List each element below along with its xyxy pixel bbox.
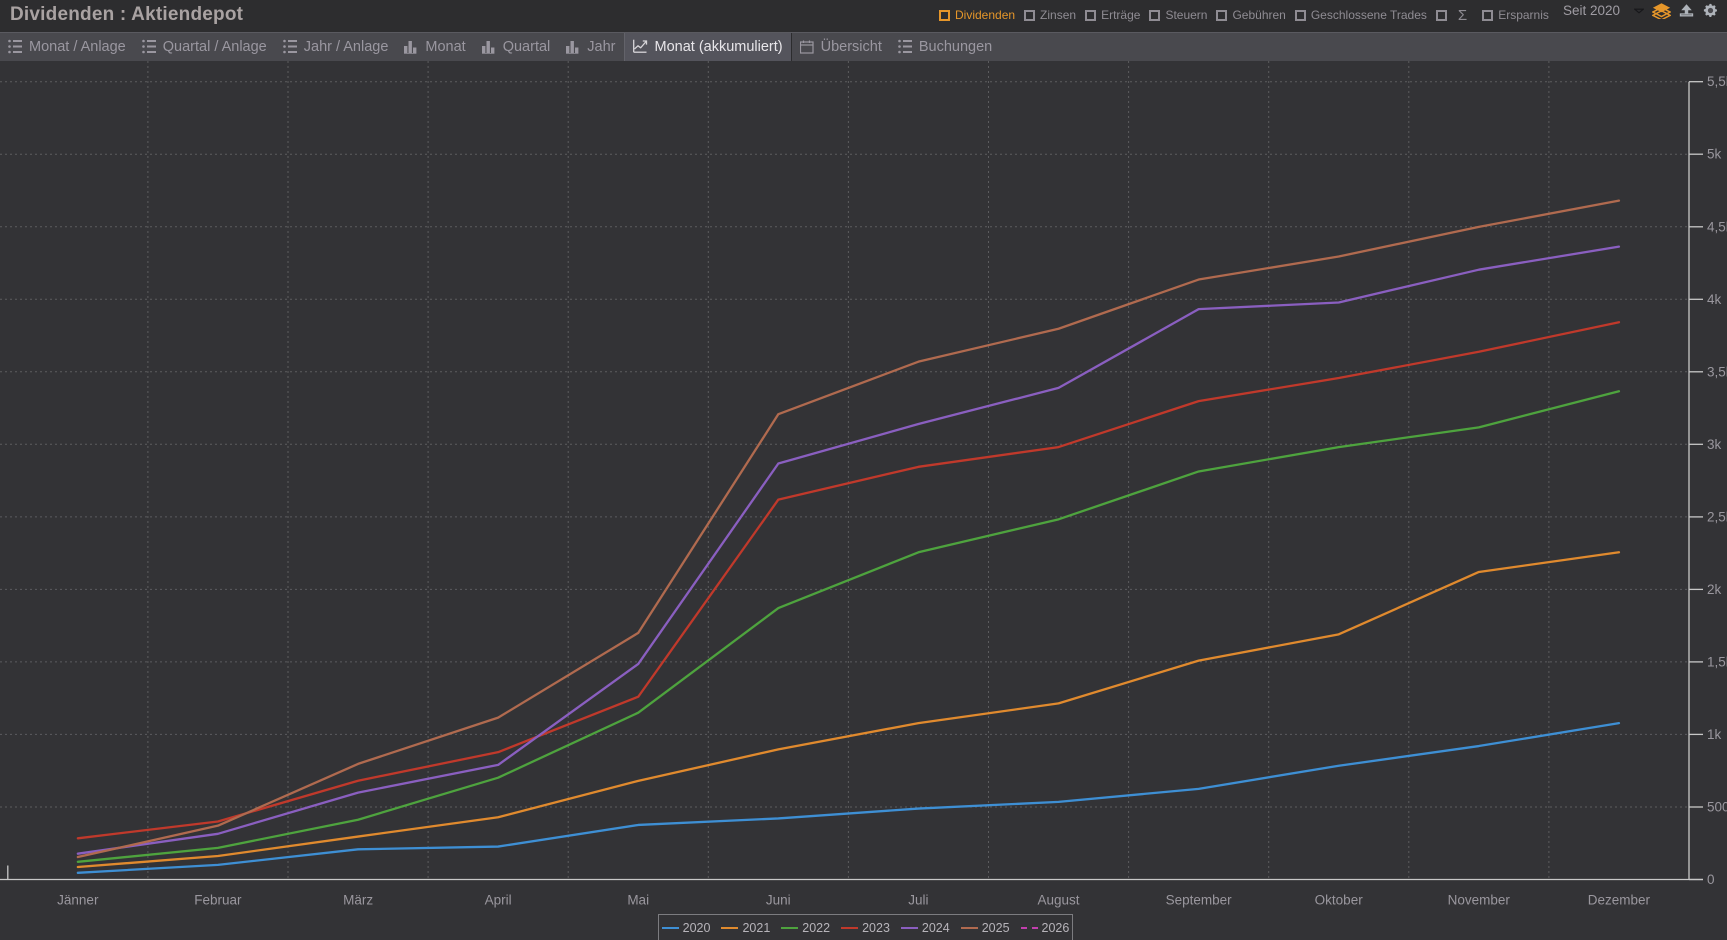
svg-text:3,5k: 3,5k	[1707, 364, 1727, 379]
svg-text:November: November	[1448, 893, 1511, 908]
svg-text:April: April	[485, 893, 512, 908]
svg-text:4,5k: 4,5k	[1707, 219, 1727, 234]
svg-text:Februar: Februar	[194, 893, 242, 908]
svg-text:1,5k: 1,5k	[1707, 654, 1727, 669]
svg-text:März: März	[343, 893, 373, 908]
svg-text:Dezember: Dezember	[1588, 893, 1651, 908]
svg-text:500: 500	[1707, 800, 1727, 815]
svg-text:Oktober: Oktober	[1315, 893, 1364, 908]
svg-text:1k: 1k	[1707, 727, 1722, 742]
svg-text:Mai: Mai	[627, 893, 649, 908]
svg-text:5k: 5k	[1707, 147, 1722, 162]
svg-text:Juni: Juni	[766, 893, 791, 908]
svg-text:September: September	[1166, 893, 1233, 908]
svg-text:2,5k: 2,5k	[1707, 509, 1727, 524]
svg-text:5,5k: 5,5k	[1707, 74, 1727, 89]
svg-text:3k: 3k	[1707, 437, 1722, 452]
svg-text:August: August	[1037, 893, 1079, 908]
svg-text:4k: 4k	[1707, 292, 1722, 307]
svg-text:Jänner: Jänner	[57, 893, 99, 908]
svg-text:Juli: Juli	[908, 893, 928, 908]
svg-text:0: 0	[1707, 872, 1715, 887]
svg-text:2k: 2k	[1707, 582, 1722, 597]
